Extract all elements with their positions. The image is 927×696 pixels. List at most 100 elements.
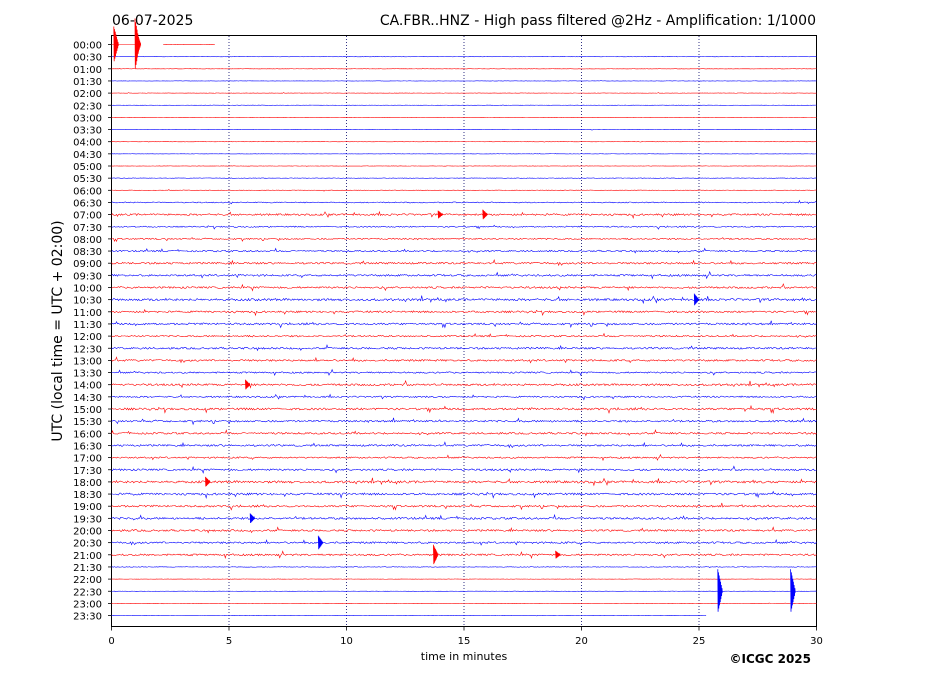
row-label-0400: 04:00 bbox=[73, 138, 102, 149]
trace-row-1930 bbox=[111, 513, 817, 521]
x-tick-label-30: 30 bbox=[810, 636, 823, 647]
row-label-2200: 22:00 bbox=[73, 575, 102, 586]
trace-row-0300 bbox=[111, 116, 817, 119]
trace-row-1300 bbox=[111, 356, 817, 364]
trace-row-1400 bbox=[111, 379, 817, 389]
seismic-event-3 bbox=[482, 209, 488, 220]
row-label-1100: 11:00 bbox=[73, 308, 102, 319]
row-label-2030: 20:30 bbox=[73, 539, 102, 550]
trace-row-1600 bbox=[111, 429, 817, 437]
chart-title: CA.FBR..HNZ - High pass filtered @2Hz - … bbox=[380, 13, 816, 29]
row-label-0900: 09:00 bbox=[73, 259, 102, 270]
trace-row-0530 bbox=[111, 177, 817, 180]
vertical-grid bbox=[228, 36, 700, 626]
trace-row-0500 bbox=[111, 165, 817, 167]
seismic-event-12 bbox=[717, 569, 723, 612]
row-label-0700: 07:00 bbox=[73, 211, 102, 222]
x-tick-label-25: 25 bbox=[693, 636, 706, 647]
trace-row-0400 bbox=[111, 141, 817, 143]
seismic-event-8 bbox=[249, 513, 256, 524]
row-label-1930: 19:30 bbox=[73, 514, 102, 525]
trace-rows bbox=[111, 18, 817, 617]
trace-row-2130 bbox=[111, 566, 817, 568]
trace-row-0200 bbox=[111, 92, 817, 94]
row-label-1200: 12:00 bbox=[73, 332, 102, 343]
trace-row-0100 bbox=[111, 67, 817, 70]
row-label-2000: 20:00 bbox=[73, 527, 102, 538]
trace-row-2300 bbox=[111, 602, 817, 605]
row-label-1800: 18:00 bbox=[73, 478, 102, 489]
trace-row-1830 bbox=[111, 490, 817, 499]
row-label-0300: 03:00 bbox=[73, 113, 102, 124]
row-label-2230: 22:30 bbox=[73, 587, 102, 598]
row-label-0630: 06:30 bbox=[73, 198, 102, 209]
trace-row-2230 bbox=[111, 590, 817, 593]
row-label-1000: 10:00 bbox=[73, 284, 102, 295]
trace-row-1030 bbox=[111, 295, 817, 305]
trace-row-1430 bbox=[111, 393, 817, 401]
seismic-event-9 bbox=[317, 535, 324, 550]
x-tick-label-20: 20 bbox=[575, 636, 588, 647]
row-label-0500: 05:00 bbox=[73, 162, 102, 173]
x-tick-label-0: 0 bbox=[108, 636, 114, 647]
seismic-event-4 bbox=[437, 210, 444, 219]
row-label-1600: 16:00 bbox=[73, 429, 102, 440]
row-label-1730: 17:30 bbox=[73, 466, 102, 477]
row-label-1430: 14:30 bbox=[73, 393, 102, 404]
trace-row-0330 bbox=[111, 129, 817, 131]
trace-row-0430 bbox=[111, 153, 817, 155]
trace-row-1800 bbox=[111, 477, 817, 487]
row-label-0930: 09:30 bbox=[73, 271, 102, 282]
trace-row-2200 bbox=[111, 578, 817, 580]
seismic-event-13 bbox=[790, 569, 796, 612]
row-label-0430: 04:30 bbox=[73, 150, 102, 161]
trace-row-1200 bbox=[111, 332, 817, 338]
trace-row-1100 bbox=[111, 308, 817, 317]
y-axis-label: UTC (local time = UTC + 02:00) bbox=[50, 220, 66, 441]
trace-row-0900 bbox=[111, 259, 817, 267]
trace-row-2100 bbox=[111, 550, 817, 559]
trace-row-0130 bbox=[111, 80, 817, 82]
trace-row-1730 bbox=[111, 465, 817, 474]
copyright-label: ©ICGC 2025 bbox=[729, 652, 811, 666]
row-label-2300: 23:00 bbox=[73, 599, 102, 610]
trace-row-0630 bbox=[111, 199, 817, 205]
seismic-event-6 bbox=[245, 379, 251, 390]
trace-row-0700 bbox=[111, 210, 817, 220]
row-label-1830: 18:30 bbox=[73, 490, 102, 501]
row-label-0130: 01:30 bbox=[73, 77, 102, 88]
row-label-0030: 00:30 bbox=[73, 53, 102, 64]
row-label-0100: 01:00 bbox=[73, 65, 102, 76]
seismic-event-0 bbox=[113, 26, 119, 62]
row-label-0330: 03:30 bbox=[73, 126, 102, 137]
trace-row-1230 bbox=[111, 344, 817, 352]
row-label-2100: 21:00 bbox=[73, 551, 102, 562]
seismic-event-10 bbox=[433, 544, 439, 565]
trace-row-1900 bbox=[111, 502, 817, 511]
date-label: 06-07-2025 bbox=[112, 13, 193, 29]
row-label-1900: 19:00 bbox=[73, 502, 102, 513]
trace-row-0800 bbox=[111, 237, 817, 243]
row-label-1400: 14:00 bbox=[73, 381, 102, 392]
row-label-2330: 23:30 bbox=[73, 612, 102, 623]
trace-row-0730 bbox=[111, 224, 817, 230]
row-label-0800: 08:00 bbox=[73, 235, 102, 246]
trace-row-1130 bbox=[111, 320, 817, 329]
row-label-1330: 13:30 bbox=[73, 369, 102, 380]
trace-row-2000 bbox=[111, 526, 817, 534]
x-axis-label: time in minutes bbox=[421, 650, 508, 663]
trace-row-1000 bbox=[111, 283, 817, 292]
row-label-1700: 17:00 bbox=[73, 454, 102, 465]
trace-row-2330 bbox=[111, 615, 707, 617]
trace-row-0830 bbox=[111, 247, 817, 254]
row-label-0230: 02:30 bbox=[73, 101, 102, 112]
trace-row-1630 bbox=[111, 441, 817, 449]
row-label-0730: 07:30 bbox=[73, 223, 102, 234]
trace-row-0030 bbox=[111, 55, 817, 58]
x-axis-ticks: 0 5 10 15 20 25 30 bbox=[108, 626, 823, 647]
row-label-1300: 13:00 bbox=[73, 356, 102, 367]
trace-row-1330 bbox=[111, 368, 817, 377]
row-label-1030: 10:30 bbox=[73, 296, 102, 307]
